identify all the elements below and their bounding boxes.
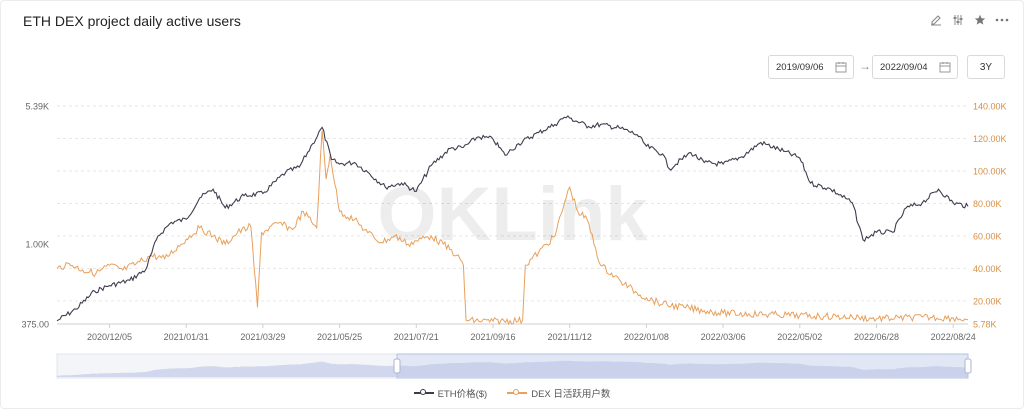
x-axis-tick-label: 2022/06/28	[854, 332, 899, 342]
x-axis-tick-label: 2021/07/21	[394, 332, 439, 342]
legend-label-dex: DEX 日活跃用户数	[531, 389, 611, 400]
x-axis-tick-label: 2022/03/06	[701, 332, 746, 342]
zoom-slider-handle-left[interactable]	[393, 358, 401, 374]
x-axis-tick-label: 2021/11/12	[547, 332, 591, 342]
series-line-dex	[56, 130, 969, 326]
legend-item-dex[interactable]: DEX 日活跃用户数	[507, 386, 610, 400]
left-axis-tick-label: 1.00K	[25, 239, 49, 249]
start-date-input[interactable]: 2019/09/06	[768, 55, 854, 79]
series-line-eth	[56, 115, 969, 322]
x-axis-tick-label: 2021/09/16	[470, 332, 515, 342]
right-axis-tick-label: 120.00K	[973, 134, 1007, 144]
right-axis-tick-label: 100.00K	[973, 166, 1007, 176]
legend-item-eth[interactable]: ETH价格($)	[413, 386, 488, 400]
x-axis-tick-label: 2022/05/02	[777, 332, 822, 342]
x-axis-tick-label: 2021/05/25	[317, 332, 362, 342]
legend-marker-eth	[413, 389, 434, 395]
chart-toolbar	[929, 13, 1009, 27]
chart-legend: ETH价格($) DEX 日活跃用户数	[0, 386, 1024, 400]
end-date-input[interactable]: 2022/09/04	[872, 55, 958, 79]
calendar-icon	[939, 61, 951, 76]
x-axis-tick-label: 2021/01/31	[164, 332, 209, 342]
edit-icon[interactable]	[929, 13, 943, 27]
left-axis-tick-label: 375.00	[21, 320, 49, 330]
right-axis-tick-label: 5.78K	[973, 320, 997, 330]
start-date-text: 2019/09/06	[776, 61, 824, 73]
x-axis-tick-label: 2022/08/24	[931, 332, 976, 342]
star-icon[interactable]	[973, 13, 987, 27]
zoom-slider-preview	[57, 360, 968, 377]
right-axis-tick-label: 80.00K	[973, 199, 1002, 209]
x-axis-tick-label: 2021/03/29	[240, 332, 285, 342]
legend-label-eth: ETH价格($)	[437, 389, 488, 400]
legend-marker-dex	[507, 389, 528, 395]
x-axis-tick-label: 2020/12/05	[87, 332, 132, 342]
end-date-text: 2022/09/04	[880, 61, 928, 73]
right-axis-tick-label: 60.00K	[973, 231, 1002, 241]
settings-icon[interactable]	[951, 13, 965, 27]
right-axis-tick-label: 140.00K	[973, 102, 1007, 112]
more-icon[interactable]	[995, 13, 1009, 27]
date-range-arrow: →	[859, 59, 871, 73]
watermark: OKLink	[377, 172, 648, 257]
left-axis-tick-label: 5.39K	[25, 102, 49, 112]
right-axis-tick-label: 40.00K	[973, 264, 1002, 274]
x-axis-tick-label: 2022/01/08	[624, 332, 669, 342]
calendar-icon	[835, 61, 847, 76]
zoom-slider-handle-right[interactable]	[964, 358, 972, 374]
range-3y-button[interactable]: 3Y	[967, 55, 1005, 79]
right-axis-tick-label: 20.00K	[973, 296, 1002, 306]
chart-title: ETH DEX project daily active users	[23, 13, 241, 29]
